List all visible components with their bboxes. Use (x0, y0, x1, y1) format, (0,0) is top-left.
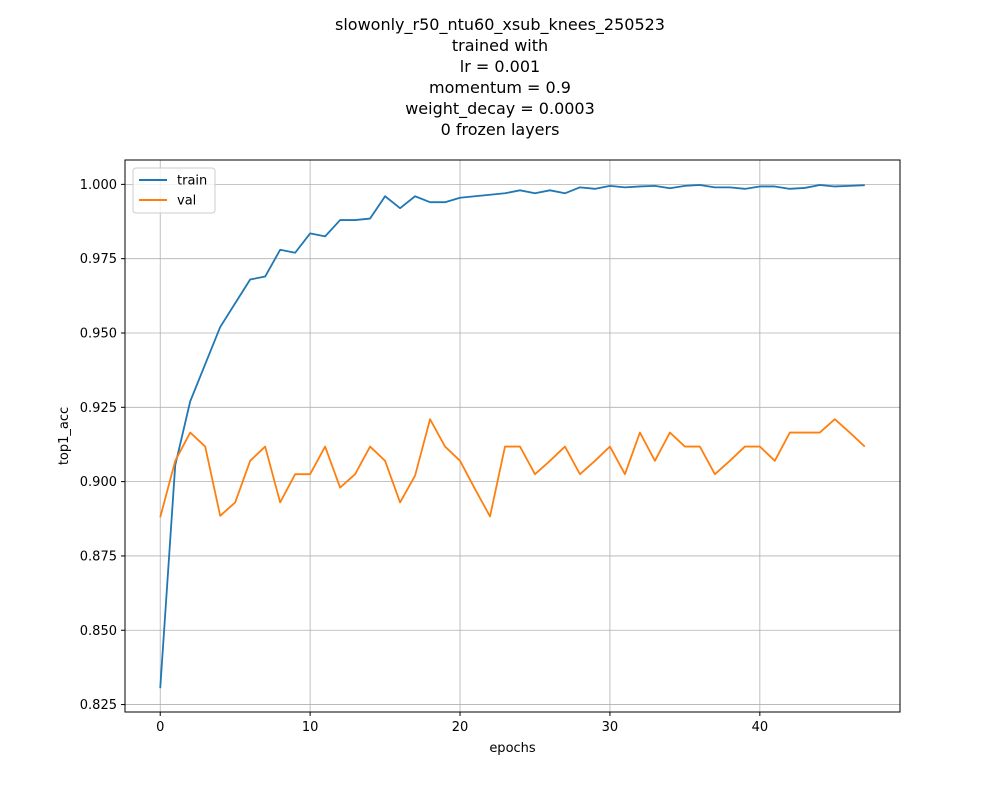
x-axis-label: epochs (489, 741, 536, 756)
title-line-2: trained with (452, 36, 548, 55)
y-tick-label: 0.950 (80, 327, 117, 342)
y-tick-label: 1.000 (80, 178, 117, 193)
title-line-3: lr = 0.001 (460, 57, 540, 76)
x-tick-label: 10 (302, 720, 319, 735)
axis-ticks: 0 10 20 30 40 0.825 0.850 0.875 0.900 0.925 0.950 0… (80, 178, 768, 735)
plot-area-frame (124, 159, 901, 713)
y-tick-label: 0.975 (80, 252, 117, 267)
y-tick-label: 0.825 (80, 698, 117, 713)
title-line-5: weight_decay = 0.0003 (405, 99, 595, 119)
y-tick-label: 0.850 (80, 624, 117, 639)
x-tick-label: 0 (156, 720, 164, 735)
y-axis-label: top1_acc (57, 407, 72, 465)
y-tick-label: 0.925 (80, 401, 117, 416)
series-line-val (159, 418, 866, 518)
grid-lines (125, 160, 900, 712)
legend-label-val: val (177, 194, 196, 209)
legend: train val (132, 167, 216, 214)
x-tick-label: 40 (752, 720, 769, 735)
y-tick-label: 0.875 (80, 549, 117, 564)
legend-label-train: train (177, 174, 207, 189)
x-tick-label: 30 (602, 720, 619, 735)
y-tick-label: 0.900 (80, 475, 117, 490)
title-line-6: 0 frozen layers (441, 120, 560, 139)
chart-title: slowonly_r50_ntu60_xsub_knees_250523 tra… (335, 15, 665, 139)
title-line-1: slowonly_r50_ntu60_xsub_knees_250523 (335, 15, 665, 35)
series-lines (159, 184, 866, 689)
series-line-train (159, 184, 865, 689)
x-tick-label: 20 (452, 720, 469, 735)
title-line-4: momentum = 0.9 (429, 78, 571, 97)
